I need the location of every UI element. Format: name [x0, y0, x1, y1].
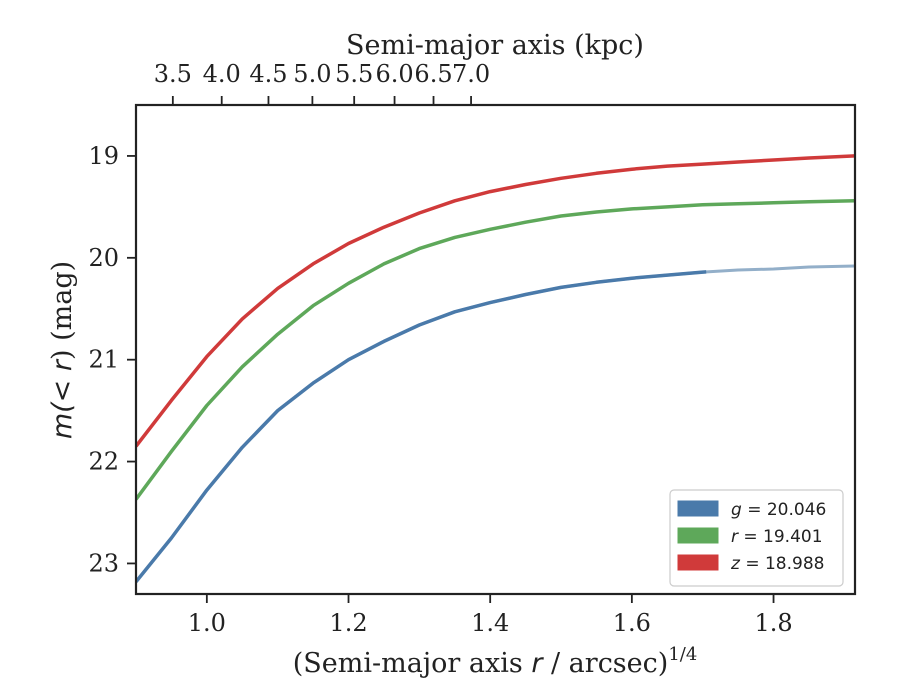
legend-swatch-z [677, 554, 719, 571]
y-axis-title-var: < r [47, 358, 78, 402]
x-tick-label: 1.4 [471, 609, 509, 637]
top-x-tick-label: 5.5 [335, 60, 373, 88]
legend-value-z: = 18.988 [740, 554, 825, 574]
top-x-tick-label: 5.0 [293, 60, 331, 88]
ticks: 1.0 1.2 1.4 1.6 1.8 19 20 21 22 23 3.5 4.0 4.5 5.0 5.5… [88, 60, 792, 637]
legend-var-z: z [730, 554, 741, 574]
x-axis-title-var: r [531, 648, 544, 679]
legend-var-r: r [731, 527, 739, 547]
y-axis-title: m(< r) (mag) [47, 261, 78, 439]
legend-label-z: z = 18.988 [730, 554, 824, 574]
legend-value-g: = 20.046 [742, 500, 827, 520]
plot-lines [136, 154, 855, 583]
x-axis-title-sup: 1/4 [668, 644, 697, 665]
y-tick-label: 22 [88, 448, 119, 476]
top-x-tick-label: 3.5 [154, 60, 192, 88]
y-axis-title-post: ) (mag) [47, 261, 78, 360]
y-tick-label: 20 [88, 244, 119, 272]
x-tick-label: 1.2 [329, 609, 367, 637]
x-tick-label: 1.6 [613, 609, 651, 637]
x-tick-label: 1.8 [754, 609, 792, 637]
y-tick-label: 19 [88, 142, 119, 170]
y-tick-label: 23 [88, 549, 119, 577]
y-axis-title-pre: m( [47, 401, 78, 439]
top-x-tick-label: 4.5 [249, 60, 287, 88]
legend-swatch-g [677, 500, 719, 517]
top-x-axis-title: Semi-major axis (kpc) [346, 30, 644, 61]
legend-swatch-r [677, 527, 719, 544]
x-axis-title-pre: (Semi-major axis [293, 648, 532, 679]
y-tick-label: 21 [88, 346, 119, 374]
top-x-tick-label: 7.0 [452, 60, 490, 88]
top-x-tick-label: 6.0 [375, 60, 413, 88]
x-axis-title: (Semi-major axis r / arcsec)1/4 [293, 644, 698, 679]
series-z-line [136, 154, 855, 448]
plot-frame [134, 103, 857, 596]
series-g-line [136, 270, 707, 583]
legend-label-r: r = 19.401 [731, 527, 823, 547]
legend-value-r: = 19.401 [738, 527, 823, 547]
x-axis-title-post: / arcsec) [542, 648, 668, 679]
legend-var-g: g [731, 500, 742, 520]
x-tick-label: 1.0 [188, 609, 226, 637]
top-x-tick-label: 6.5 [414, 60, 452, 88]
legend-label-g: g = 20.046 [731, 500, 826, 520]
top-x-tick-label: 4.0 [203, 60, 241, 88]
series-r-line [136, 199, 855, 501]
